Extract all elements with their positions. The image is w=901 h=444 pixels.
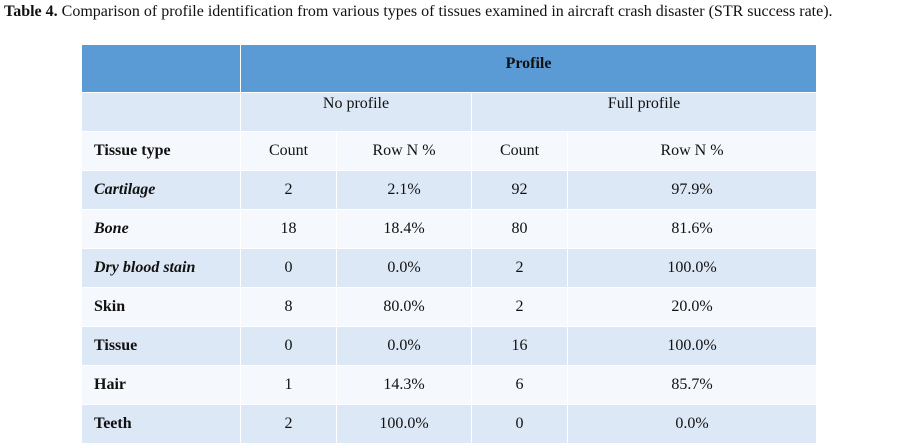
table-row: Skin 8 80.0% 2 20.0% [81,287,818,327]
full-pct-cell: 81.6% [566,209,818,249]
full-pct-cell: 100.0% [566,326,818,366]
group-header-row: No profile Full profile [81,92,818,132]
full-pct-cell: 100.0% [566,248,818,288]
corner-cell [81,44,241,93]
full-pct-cell: 85.7% [566,365,818,405]
profile-header-row: Profile [81,44,818,93]
full-count-cell: 0 [471,404,568,444]
full-count-cell: 16 [471,326,568,366]
no-profile-header: No profile [240,92,472,132]
no-count-cell: 0 [240,248,337,288]
full-pct-cell: 97.9% [566,170,818,210]
full-pct-cell: 0.0% [566,404,818,444]
no-count-cell: 18 [240,209,337,249]
table-row: Dry blood stain 0 0.0% 2 100.0% [81,248,818,288]
no-pct-cell: 2.1% [336,170,472,210]
no-pct-header: Row N % [336,131,472,171]
full-count-header: Count [471,131,568,171]
no-pct-cell: 0.0% [336,248,472,288]
tissue-cell: Skin [81,287,241,327]
table-row: Tissue 0 0.0% 16 100.0% [81,326,818,366]
table-label: Table 4. [4,3,58,20]
tissue-cell: Hair [81,365,241,405]
group-corner-cell [81,92,241,132]
caption-text: Comparison of profile identification fro… [57,3,833,20]
no-count-header: Count [240,131,337,171]
full-count-cell: 2 [471,287,568,327]
no-pct-cell: 80.0% [336,287,472,327]
profile-table: Profile No profile Full profile Tissue t… [81,44,818,444]
no-pct-cell: 14.3% [336,365,472,405]
full-profile-header: Full profile [470,92,818,132]
tissue-cell: Tissue [81,326,241,366]
tissue-cell: Teeth [81,404,241,444]
column-header-row: Tissue type Count Row N % Count Row N % [81,131,818,171]
full-pct-cell: 20.0% [566,287,818,327]
no-count-cell: 2 [240,170,337,210]
tissue-cell: Dry blood stain [81,248,241,288]
tissue-cell: Cartilage [81,170,241,210]
no-pct-cell: 100.0% [336,404,472,444]
no-count-cell: 0 [240,326,337,366]
full-count-cell: 80 [471,209,568,249]
table-row: Hair 1 14.3% 6 85.7% [81,365,818,405]
no-count-cell: 8 [240,287,337,327]
table-caption: Table 4. Comparison of profile identific… [4,2,897,21]
full-count-cell: 6 [471,365,568,405]
no-count-cell: 2 [240,404,337,444]
full-count-cell: 92 [471,170,568,210]
table-row: Bone 18 18.4% 80 81.6% [81,209,818,249]
no-pct-cell: 18.4% [336,209,472,249]
full-pct-header: Row N % [566,131,818,171]
no-pct-cell: 0.0% [336,326,472,366]
profile-header: Profile [239,44,818,93]
full-count-cell: 2 [471,248,568,288]
no-count-cell: 1 [240,365,337,405]
table-row: Teeth 2 100.0% 0 0.0% [81,404,818,444]
tissue-type-header: Tissue type [81,131,241,171]
table-row: Cartilage 2 2.1% 92 97.9% [81,170,818,210]
tissue-cell: Bone [81,209,241,249]
